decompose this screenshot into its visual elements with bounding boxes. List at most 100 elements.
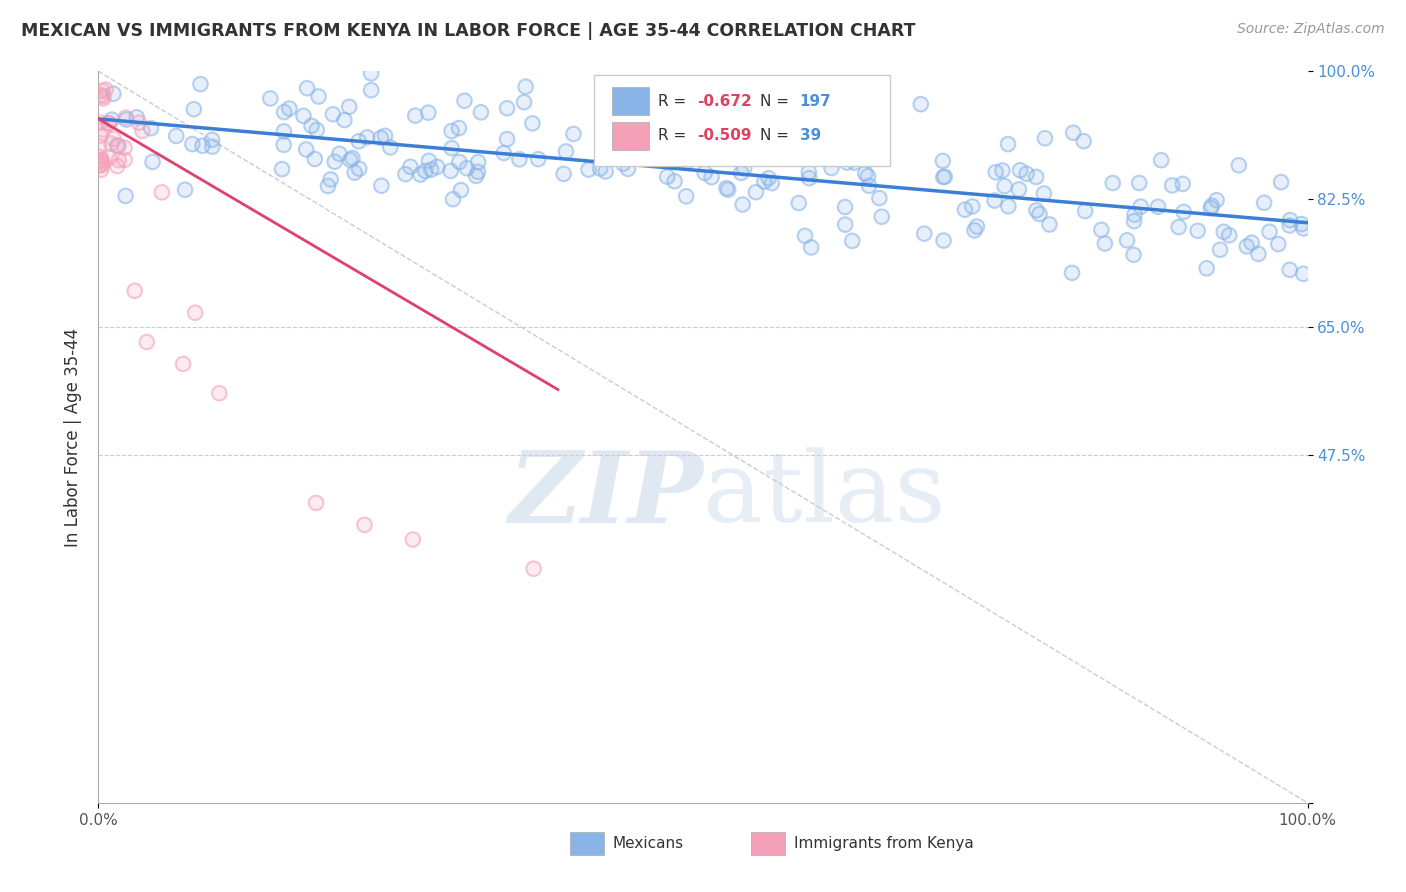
Point xyxy=(1173,205,1195,219)
Point xyxy=(418,105,440,120)
Point xyxy=(98,151,121,165)
Point xyxy=(174,183,197,197)
Point xyxy=(1240,235,1263,250)
Point xyxy=(370,178,392,193)
Point xyxy=(553,167,575,181)
Point xyxy=(89,128,111,143)
Point xyxy=(1199,201,1222,215)
Point xyxy=(323,154,346,169)
Point xyxy=(1150,153,1173,168)
Point xyxy=(787,196,810,211)
Point xyxy=(100,136,122,151)
Point xyxy=(991,163,1014,178)
Point xyxy=(184,306,207,320)
Point xyxy=(1101,176,1123,190)
Point xyxy=(853,167,876,181)
Point xyxy=(1218,228,1240,243)
Point xyxy=(616,106,638,120)
Point xyxy=(90,88,112,103)
Point xyxy=(347,161,370,176)
Point xyxy=(135,334,157,349)
Point xyxy=(1116,233,1139,247)
Point xyxy=(657,169,679,184)
Point xyxy=(1171,177,1194,191)
Point xyxy=(90,162,112,177)
Point xyxy=(1199,201,1222,215)
Point xyxy=(1236,239,1258,253)
Point xyxy=(1253,195,1275,210)
Point xyxy=(370,178,392,193)
Point xyxy=(91,122,114,136)
Point xyxy=(841,234,863,248)
Point xyxy=(353,517,375,532)
Point xyxy=(467,155,489,169)
Point xyxy=(90,88,112,103)
Point xyxy=(513,95,536,110)
Point xyxy=(107,138,129,153)
Point xyxy=(415,164,437,178)
Point xyxy=(360,83,382,97)
Point xyxy=(1279,213,1302,227)
Point xyxy=(617,161,640,176)
Text: N =: N = xyxy=(759,128,794,144)
Point xyxy=(645,150,668,164)
Point xyxy=(834,200,856,214)
Point xyxy=(91,84,114,98)
Point xyxy=(731,197,754,211)
Point xyxy=(98,116,121,130)
Point xyxy=(616,148,638,162)
Point xyxy=(523,562,546,576)
Point xyxy=(553,167,575,181)
Point xyxy=(426,160,449,174)
Point xyxy=(664,174,686,188)
Point xyxy=(527,152,550,166)
Point xyxy=(426,160,449,174)
Point xyxy=(418,153,440,168)
Point xyxy=(1267,237,1289,252)
Point xyxy=(360,66,382,80)
Point xyxy=(1278,262,1301,277)
Point xyxy=(467,165,489,179)
Point xyxy=(105,159,128,173)
Point xyxy=(1147,200,1170,214)
Point xyxy=(834,218,856,232)
Point xyxy=(991,163,1014,178)
Point xyxy=(453,94,475,108)
Point xyxy=(562,127,585,141)
Point xyxy=(465,169,488,183)
Point xyxy=(838,147,860,161)
Point xyxy=(693,166,716,180)
Point xyxy=(856,169,879,184)
Point xyxy=(105,159,128,173)
Point xyxy=(934,169,956,184)
Point xyxy=(470,105,492,120)
Point xyxy=(799,171,821,186)
Point xyxy=(515,79,537,94)
Point xyxy=(467,155,489,169)
Point xyxy=(675,189,697,203)
Point xyxy=(522,116,544,130)
Point xyxy=(337,100,360,114)
Point xyxy=(107,138,129,153)
Point xyxy=(103,87,125,101)
Point xyxy=(165,128,187,143)
Point xyxy=(353,517,375,532)
Point xyxy=(304,152,326,166)
Text: atlas: atlas xyxy=(703,448,946,543)
Point xyxy=(997,137,1019,152)
Point xyxy=(91,158,114,172)
Point xyxy=(333,113,356,128)
Point xyxy=(997,137,1019,152)
Point xyxy=(128,116,150,130)
Point xyxy=(993,179,1015,194)
Point xyxy=(420,162,443,177)
Point xyxy=(440,164,463,178)
Point xyxy=(89,128,111,143)
Point xyxy=(183,102,205,116)
Point xyxy=(322,107,344,121)
Bar xyxy=(569,832,603,855)
Point xyxy=(1060,266,1083,280)
Point xyxy=(98,151,121,165)
Point xyxy=(1123,208,1146,222)
Point xyxy=(595,164,617,178)
